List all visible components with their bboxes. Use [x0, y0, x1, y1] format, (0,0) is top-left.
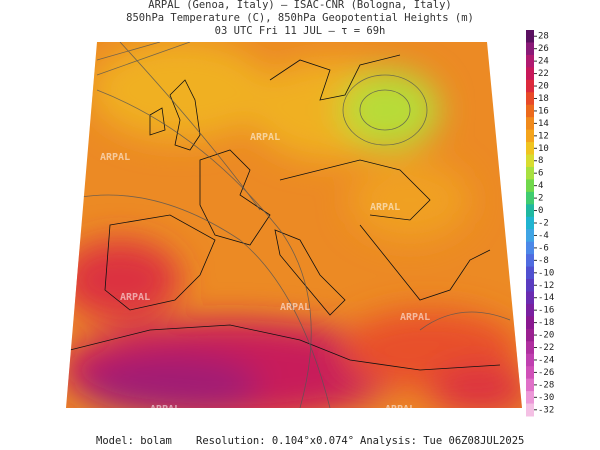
- colorbar-segment: [526, 129, 534, 143]
- watermark: ARPAL: [250, 132, 280, 143]
- colorbar-segment: [526, 191, 534, 205]
- colorbar-segment: [526, 154, 534, 168]
- header-line: ARPAL (Genoa, Italy) – ISAC-CNR (Bologna…: [148, 0, 451, 11]
- watermark: ARPAL: [280, 302, 310, 313]
- colorbar-label: 28: [538, 32, 549, 42]
- colorbar-segment: [526, 241, 534, 255]
- watermark: ARPAL: [265, 407, 295, 418]
- colorbar-segment: [526, 166, 534, 180]
- colorbar-segment: [526, 366, 534, 380]
- colorbar-label: 16: [538, 106, 549, 116]
- colorbar-segment: [526, 229, 534, 243]
- colorbar-segment: [526, 179, 534, 193]
- colorbar-segment: [526, 291, 534, 305]
- footer-analysis: Analysis: Tue 06Z08JUL2025: [360, 435, 524, 447]
- colorbar-segment: [526, 341, 534, 355]
- colorbar-segment: [526, 279, 534, 292]
- colorbar-label: 8: [538, 156, 543, 166]
- colorbar-segment: [526, 30, 534, 43]
- colorbar-label: 14: [538, 119, 549, 129]
- colorbar-label: -2: [538, 219, 549, 229]
- colorbar: 2826242220181614121086420-2-4-6-8-10-12-…: [526, 30, 554, 417]
- colorbar-segment: [526, 42, 534, 56]
- colorbar-label: -8: [538, 256, 549, 266]
- colorbar-segment: [526, 254, 534, 268]
- colorbar-segment: [526, 378, 534, 392]
- colorbar-label: -24: [538, 355, 554, 365]
- colorbar-segment: [526, 67, 534, 81]
- colorbar-label: -32: [538, 405, 554, 415]
- colorbar-segment: [526, 142, 534, 156]
- colorbar-label: -10: [538, 268, 554, 278]
- colorbar-label: -22: [538, 343, 554, 353]
- colorbar-label: -12: [538, 281, 554, 291]
- colorbar-label: 0: [538, 206, 543, 216]
- colorbar-label: 12: [538, 131, 549, 141]
- watermark: ARPAL: [150, 404, 180, 415]
- header-line: 850hPa Temperature (C), 850hPa Geopotent…: [126, 12, 474, 24]
- colorbar-segment: [526, 79, 534, 93]
- colorbar-label: -28: [538, 380, 554, 390]
- colorbar-label: -16: [538, 306, 554, 316]
- colorbar-label: -20: [538, 331, 554, 341]
- colorbar-segment: [526, 266, 534, 280]
- colorbar-segment: [526, 303, 534, 317]
- colorbar-label: -4: [538, 231, 549, 241]
- colorbar-label: 10: [538, 144, 549, 154]
- footer-model: Model: bolam: [96, 435, 172, 447]
- colorbar-label: 22: [538, 69, 549, 79]
- colorbar-segment: [526, 204, 534, 218]
- watermark: ARPAL: [400, 312, 430, 323]
- colorbar-label: -30: [538, 393, 554, 403]
- colorbar-label: 24: [538, 57, 549, 67]
- watermarks: ARPAL ARPAL ARPAL ARPAL ARPAL ARPAL ARPAL ARPAL…: [100, 132, 430, 418]
- colorbar-label: 4: [538, 181, 543, 191]
- colorbar-segment: [526, 54, 534, 68]
- watermark: ARPAL: [120, 292, 150, 303]
- colorbar-label: -14: [538, 293, 554, 303]
- colorbar-segment: [526, 391, 534, 405]
- colorbar-segment: [526, 403, 534, 417]
- colorbar-segment: [526, 117, 534, 131]
- colorbar-segment: [526, 104, 534, 118]
- colorbar-label: 6: [538, 169, 543, 179]
- map: [66, 42, 522, 408]
- colorbar-label: 2: [538, 194, 543, 204]
- colorbar-segment: [526, 328, 534, 342]
- footer-resolution: Resolution: 0.104°x0.074°: [196, 435, 354, 447]
- colorbar-segment: [526, 216, 534, 230]
- watermark: ARPAL: [385, 404, 415, 415]
- colorbar-label: -6: [538, 243, 549, 253]
- watermark: ARPAL: [100, 152, 130, 163]
- colorbar-segment: [526, 353, 534, 367]
- header-line: 03 UTC Fri 11 JUL – τ = 69h: [215, 25, 386, 37]
- colorbar-label: -18: [538, 318, 554, 328]
- colorbar-label: 18: [538, 94, 549, 104]
- colorbar-label: 26: [538, 44, 549, 54]
- colorbar-segment: [526, 316, 534, 330]
- colorbar-segment: [526, 92, 534, 106]
- watermark: ARPAL: [370, 202, 400, 213]
- colorbar-label: -26: [538, 368, 554, 378]
- colorbar-label: 20: [538, 82, 549, 92]
